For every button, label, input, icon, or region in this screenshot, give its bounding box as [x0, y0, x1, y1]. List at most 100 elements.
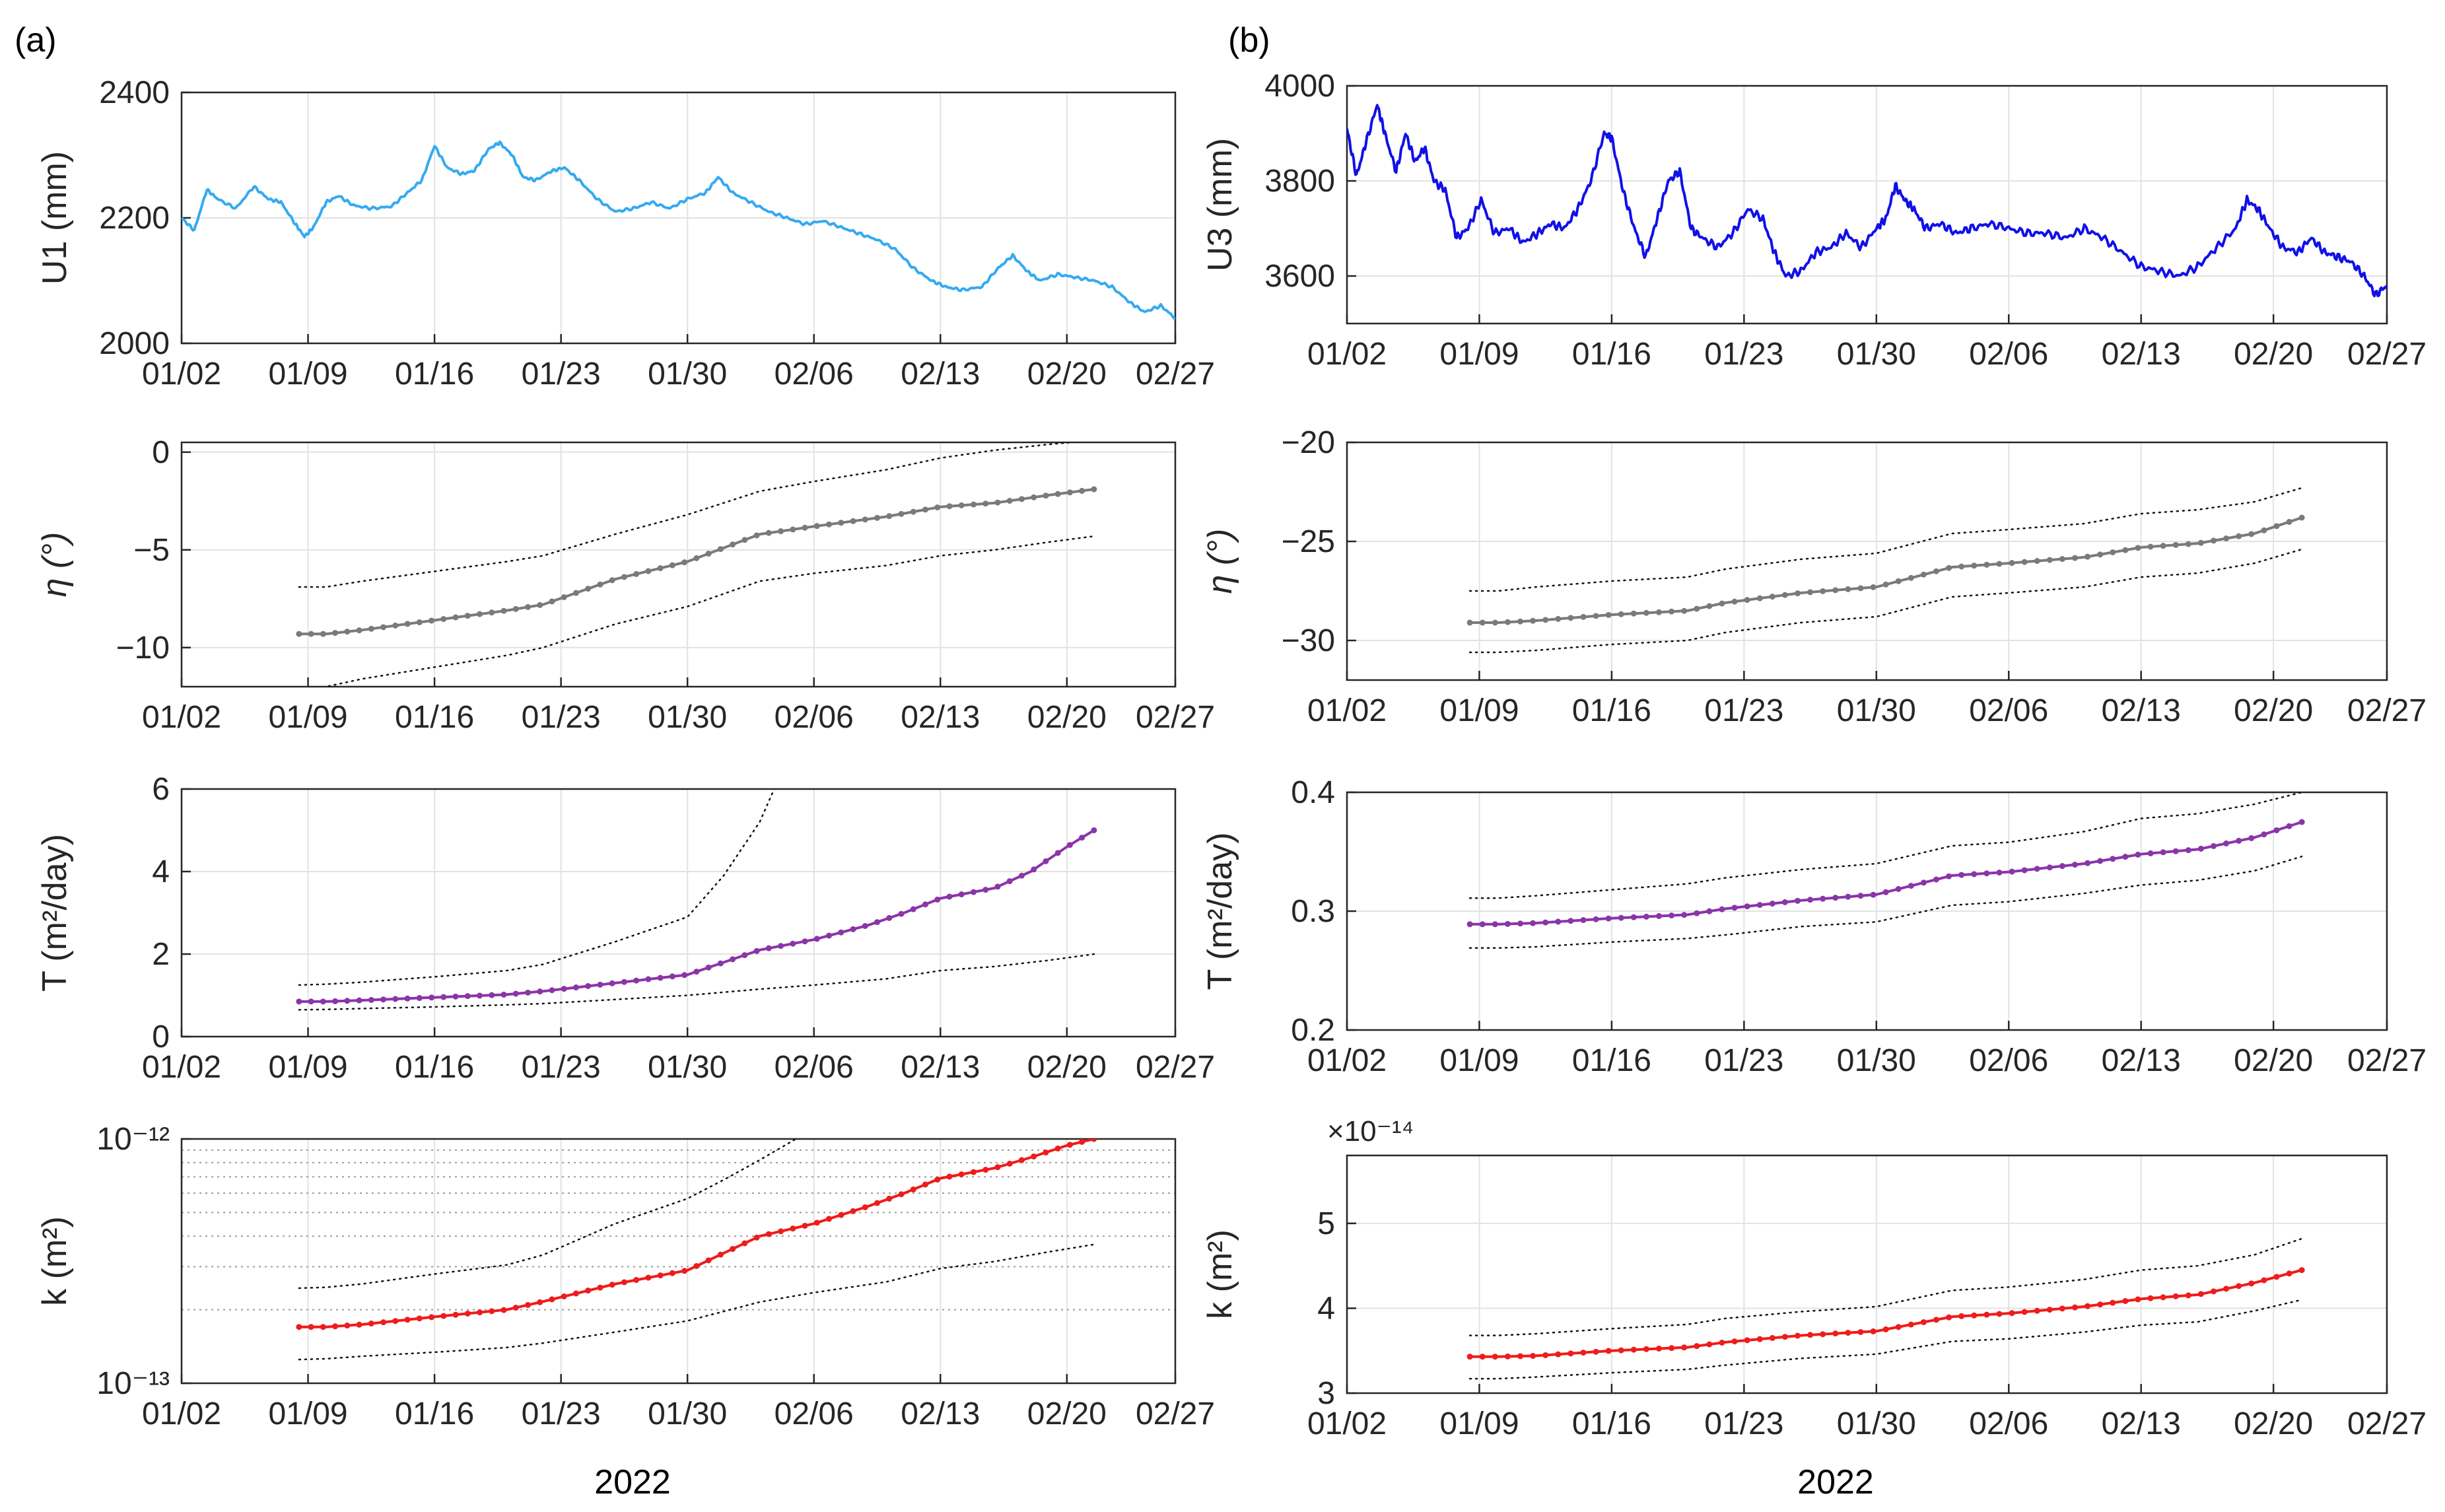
x-tick-label: 01/30: [1837, 1043, 1916, 1078]
data-point: [1958, 1313, 1965, 1319]
x-tick-label: 02/06: [775, 1050, 854, 1085]
x-tick-label: 01/02: [1307, 337, 1387, 372]
data-point: [765, 530, 772, 536]
data-point: [1492, 619, 1498, 626]
data-point: [1618, 611, 1624, 617]
x-tick-label: 01/09: [1439, 693, 1519, 728]
data-point: [524, 1301, 531, 1308]
data-point: [982, 887, 989, 893]
data-point: [1719, 1340, 1725, 1346]
data-point: [1971, 1312, 1978, 1319]
data-point: [1920, 1319, 1927, 1325]
plot-area: [1466, 487, 2305, 654]
data-point: [500, 1307, 507, 1313]
data-point: [741, 1240, 748, 1247]
y-tick-label: 2000: [99, 326, 170, 361]
data-point: [645, 568, 652, 574]
data-point: [2273, 1274, 2280, 1280]
data-point: [958, 891, 965, 898]
x-tick-label: 02/13: [2102, 693, 2181, 728]
data-point: [2084, 860, 2091, 866]
y-axis-label: η (°): [1201, 529, 1239, 594]
data-point: [730, 1246, 736, 1253]
series-estimate-line: [298, 488, 1095, 636]
data-point: [1933, 568, 1939, 574]
data-point: [633, 570, 640, 577]
data-point: [1832, 895, 1839, 901]
x-tick-label: 01/09: [268, 1396, 347, 1431]
series-upper-bound: [1468, 1237, 2303, 1336]
subplot-b1: 01/02 01/09 01/16 01/23 01/30 02/06 02/13 02/20…: [1201, 69, 2427, 372]
data-point: [1517, 1353, 1523, 1359]
x-axis-year-label-b: 2022: [1797, 1463, 1874, 1501]
data-point: [934, 1176, 941, 1183]
data-point: [790, 940, 796, 947]
x-tick-label: 02/06: [1969, 693, 2048, 728]
data-point: [2046, 557, 2053, 563]
data-point: [2197, 539, 2204, 546]
data-point: [2122, 547, 2129, 553]
data-point: [2072, 555, 2078, 561]
data-point: [1882, 889, 1889, 895]
x-tick-label: 02/27: [2347, 693, 2427, 728]
data-point: [2135, 545, 2141, 551]
axes-frame: [1346, 441, 2388, 681]
data-point: [2248, 835, 2255, 841]
data-point: [850, 518, 856, 524]
data-point: [1530, 1353, 1536, 1359]
x-tick-label: 01/16: [1572, 1043, 1651, 1078]
data-point: [1756, 595, 1763, 601]
data-point: [1542, 617, 1549, 623]
x-tick-label: 01/16: [1572, 337, 1651, 372]
data-point: [1066, 842, 1073, 848]
data-point: [970, 501, 977, 508]
data-point: [753, 532, 760, 539]
x-tick-label: 01/23: [1704, 1406, 1783, 1441]
data-point: [1643, 609, 1649, 616]
subplot-a3: 01/02 01/09 01/16 01/23 01/30 02/06 02/13 02/20…: [36, 772, 1215, 1085]
y-tick-label: 2200: [99, 201, 170, 236]
data-point: [2236, 1283, 2242, 1289]
y-tick-label: 5: [1317, 1206, 1335, 1241]
subplot-a2: 01/02 01/09 01/16 01/23 01/30 02/06 02/13 02/20…: [36, 435, 1215, 735]
data-point: [561, 1293, 567, 1299]
data-point: [440, 1313, 447, 1319]
data-point: [416, 619, 423, 625]
x-tick-label: 01/09: [1439, 337, 1519, 372]
x-tick-label: 01/30: [648, 357, 727, 392]
data-point: [597, 1284, 603, 1291]
data-point: [452, 1311, 459, 1318]
data-point: [489, 609, 495, 616]
data-point: [1706, 1341, 1713, 1348]
y-tick-label: 4000: [1264, 69, 1335, 104]
data-point: [1870, 1328, 1877, 1334]
data-point: [1054, 491, 1061, 497]
data-point: [332, 1323, 339, 1330]
data-point: [1618, 914, 1624, 921]
y-tick-label: 0.2: [1291, 1013, 1335, 1048]
data-point: [2021, 559, 2028, 565]
data-point: [392, 1318, 399, 1324]
x-tick-label: 02/20: [1027, 357, 1107, 392]
data-point: [1542, 1352, 1549, 1358]
data-point: [464, 1310, 471, 1317]
data-point: [1669, 912, 1675, 919]
series-estimate-line: [1470, 1268, 2302, 1358]
data-point: [1781, 899, 1788, 905]
x-tick-label: 01/30: [1837, 1406, 1916, 1441]
data-point: [561, 986, 567, 992]
plot-area: [1347, 104, 2387, 298]
series-upper-bound: [298, 789, 775, 986]
data-point: [826, 932, 833, 939]
data-point: [1669, 608, 1675, 615]
data-point: [2185, 847, 2191, 854]
data-point: [368, 996, 374, 1003]
data-point: [332, 630, 339, 636]
series-lower-bound: [314, 535, 1095, 687]
data-point: [1054, 1145, 1061, 1151]
y-tick-label: 0: [152, 1019, 170, 1054]
data-point: [994, 1164, 1001, 1171]
data-point: [489, 992, 495, 998]
data-point: [537, 1299, 543, 1305]
